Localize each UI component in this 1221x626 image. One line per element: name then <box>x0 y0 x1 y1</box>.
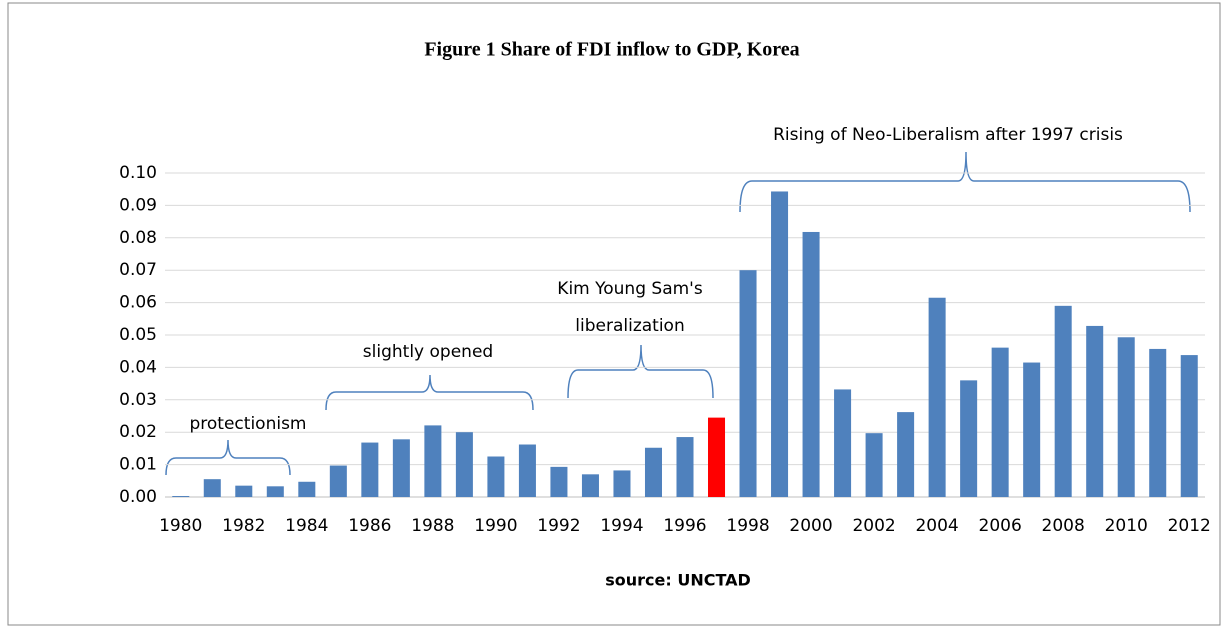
bracket <box>567 344 714 399</box>
bar <box>613 470 631 497</box>
annotation: Rising of Neo-Liberalism after 1997 cris… <box>773 125 1123 145</box>
annotation: Kim Young Sam's <box>557 279 703 299</box>
y-tick-label: 0.08 <box>119 228 157 248</box>
y-tick-label: 0.10 <box>119 163 157 183</box>
bar <box>897 412 915 497</box>
bar <box>487 456 505 497</box>
x-tick-label: 2008 <box>1042 516 1085 536</box>
bar <box>644 447 662 497</box>
y-tick-label: 0.05 <box>119 325 157 345</box>
frame <box>7 2 1221 626</box>
x-tick-label: 1986 <box>348 516 391 536</box>
bar <box>708 417 726 497</box>
x-tick-label: 1980 <box>159 516 202 536</box>
bracket <box>739 151 1191 213</box>
x-tick-label: 2010 <box>1105 516 1148 536</box>
bar <box>392 439 410 497</box>
bar <box>361 442 379 497</box>
y-tick-label: 0.03 <box>119 390 157 410</box>
bar <box>1117 337 1135 497</box>
x-axis-label: source: UNCTAD <box>605 571 751 590</box>
bar <box>834 389 852 497</box>
x-tick-label: 1982 <box>222 516 265 536</box>
bar <box>1054 305 1072 497</box>
bar <box>581 474 599 497</box>
bar <box>518 444 536 497</box>
bracket <box>165 439 291 476</box>
bar <box>298 481 316 497</box>
x-tick-label: 1988 <box>411 516 454 536</box>
x-tick-label: 2012 <box>1168 516 1211 536</box>
bar <box>235 485 253 497</box>
annotation: liberalization <box>575 316 684 336</box>
y-tick-label: 0.07 <box>119 260 157 280</box>
x-tick-label: 1996 <box>663 516 706 536</box>
bar <box>1023 362 1041 497</box>
annotation: slightly opened <box>363 342 493 362</box>
bar <box>676 437 694 497</box>
bracket <box>325 374 534 411</box>
x-tick-label: 1994 <box>600 516 643 536</box>
bar <box>329 465 347 497</box>
y-tick-label: 0.04 <box>119 357 157 377</box>
y-tick-label: 0.09 <box>119 195 157 215</box>
bar <box>802 231 820 497</box>
bar <box>865 433 883 497</box>
bar <box>1180 355 1198 497</box>
bar <box>455 432 473 497</box>
y-tick-label: 0.06 <box>119 293 157 313</box>
bar <box>960 380 978 497</box>
x-tick-label: 2002 <box>852 516 895 536</box>
chart-title: Figure 1 Share of FDI inflow to GDP, Kor… <box>424 39 799 61</box>
x-tick-label: 1984 <box>285 516 328 536</box>
y-tick-label: 0.00 <box>119 487 157 507</box>
x-tick-label: 2000 <box>789 516 832 536</box>
bar <box>991 347 1009 497</box>
x-tick-label: 1998 <box>726 516 769 536</box>
x-tick-label: 1990 <box>474 516 517 536</box>
x-tick-label: 2004 <box>915 516 958 536</box>
y-tick-label: 0.01 <box>119 455 157 475</box>
bar <box>928 297 946 497</box>
y-tick-label: 0.02 <box>119 422 157 442</box>
x-tick-label: 2006 <box>979 516 1022 536</box>
x-tick-label: 1992 <box>537 516 580 536</box>
bar <box>203 479 221 497</box>
bar <box>266 486 284 497</box>
bar <box>1149 348 1167 497</box>
bar <box>739 270 757 497</box>
bar <box>550 466 568 497</box>
bar <box>172 496 190 497</box>
annotation: protectionism <box>190 414 307 434</box>
bar <box>424 425 442 497</box>
bar <box>771 191 789 497</box>
bar <box>1086 325 1104 497</box>
